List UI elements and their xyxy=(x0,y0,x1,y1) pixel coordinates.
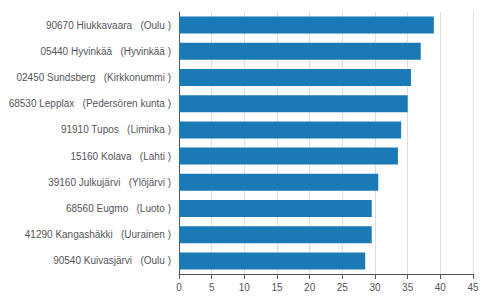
svg-text:15: 15 xyxy=(271,282,283,293)
svg-text:90540 Kuivasjärvi (Oulu ): 90540 Kuivasjärvi (Oulu ) xyxy=(53,255,171,266)
svg-text:41290 Kangashäkki (Uurainen: 41290 Kangashäkki (Uurainen ) xyxy=(25,229,171,240)
svg-text:02450 Sundsberg (Kirkkonummi: 02450 Sundsberg (Kirkkonummi ) xyxy=(16,72,171,83)
svg-text:45: 45 xyxy=(467,282,479,293)
svg-text:91910 Tupos (Liminka ): 91910 Tupos (Liminka ) xyxy=(61,124,171,135)
svg-text:68530 Lepplax (Pedersören ku: 68530 Lepplax (Pedersören kunta ) xyxy=(9,98,171,109)
svg-text:5: 5 xyxy=(209,282,215,293)
svg-text:68560 Eugmo (Luoto ): 68560 Eugmo (Luoto ) xyxy=(66,203,171,214)
svg-text:05440 Hyvinkää (Hyvinkää ): 05440 Hyvinkää (Hyvinkää ) xyxy=(40,46,171,57)
svg-text:90670 Hiukkavaara (Oulu ): 90670 Hiukkavaara (Oulu ) xyxy=(46,20,171,31)
svg-text:15160 Kolava (Lahti ): 15160 Kolava (Lahti ) xyxy=(70,151,171,162)
svg-text:0: 0 xyxy=(176,282,182,293)
svg-text:30: 30 xyxy=(369,282,381,293)
svg-text:35: 35 xyxy=(402,282,414,293)
svg-text:20: 20 xyxy=(304,282,316,293)
svg-text:39160 Julkujärvi (Ylöjärvi ): 39160 Julkujärvi (Ylöjärvi ) xyxy=(48,177,171,188)
svg-text:40: 40 xyxy=(435,282,447,293)
svg-text:10: 10 xyxy=(239,282,251,293)
svg-text:25: 25 xyxy=(337,282,349,293)
